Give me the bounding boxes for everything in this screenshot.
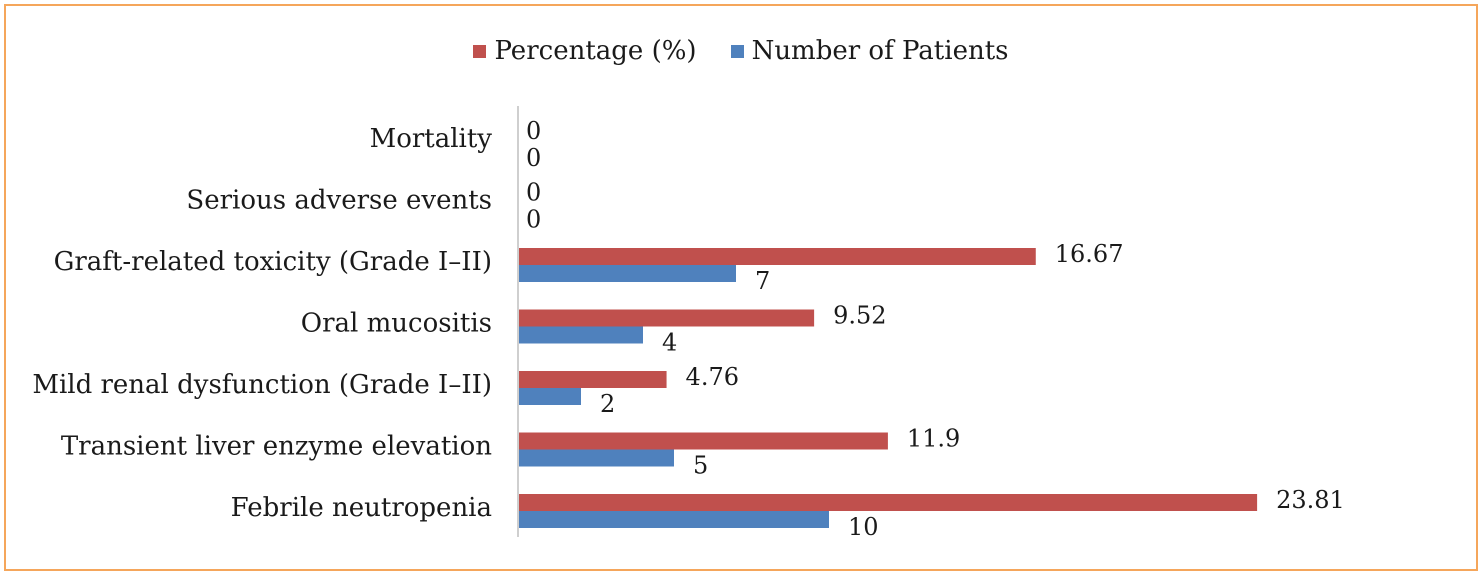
legend-label-patients: Number of Patients (751, 36, 1009, 66)
data-label-percentage-febrile-neutropenia: 23.81 (1276, 486, 1345, 514)
bar-percentage-transient-liver-enzyme-elevation (519, 432, 888, 450)
data-label-patients-transient-liver-enzyme-elevation: 5 (693, 452, 708, 480)
data-label-patients-mild-renal-dysfunction-grade-i-ii: 2 (600, 390, 615, 418)
bar-percentage-mild-renal-dysfunction-grade-i-ii (519, 371, 667, 388)
data-label-percentage-graft-related-toxicity-grade-i-ii: 16.67 (1055, 240, 1124, 268)
data-label-percentage-mortality: 0 (526, 117, 541, 145)
category-label-transient-liver-enzyme-elevation: Transient liver enzyme elevation (61, 432, 492, 462)
category-label-mild-renal-dysfunction-grade-i-ii: Mild renal dysfunction (Grade I–II) (32, 370, 492, 400)
data-label-percentage-transient-liver-enzyme-elevation: 11.9 (907, 425, 960, 453)
bar-patients-transient-liver-enzyme-elevation (519, 449, 674, 467)
legend-swatch-patients (730, 44, 744, 58)
category-label-mortality: Mortality (370, 124, 493, 154)
legend-swatch-percentage (473, 44, 487, 58)
category-label-serious-adverse-events: Serious adverse events (186, 186, 492, 216)
legend-item-patients: Number of Patients (730, 36, 1009, 66)
bar-patients-oral-mucositis (519, 326, 643, 344)
legend-item-percentage: Percentage (%) (473, 36, 697, 66)
data-label-percentage-mild-renal-dysfunction-grade-i-ii: 4.76 (686, 363, 739, 391)
legend-label-percentage: Percentage (%) (494, 36, 697, 66)
data-label-patients-mortality: 0 (526, 144, 541, 172)
data-label-percentage-serious-adverse-events: 0 (526, 179, 541, 207)
data-label-patients-serious-adverse-events: 0 (526, 206, 541, 234)
data-label-percentage-oral-mucositis: 9.52 (833, 302, 886, 330)
category-label-febrile-neutropenia: Febrile neutropenia (231, 493, 492, 523)
bar-percentage-graft-related-toxicity-grade-i-ii (519, 248, 1036, 265)
category-label-graft-related-toxicity-grade-i-ii: Graft-related toxicity (Grade I–II) (54, 247, 492, 277)
bar-percentage-febrile-neutropenia (519, 494, 1258, 511)
category-label-oral-mucositis: Oral mucositis (301, 309, 492, 339)
data-label-patients-graft-related-toxicity-grade-i-ii: 7 (755, 267, 770, 295)
bar-patients-graft-related-toxicity-grade-i-ii (519, 265, 736, 282)
data-label-patients-febrile-neutropenia: 10 (848, 513, 879, 541)
chart-legend: Percentage (%) Number of Patients (6, 36, 1476, 66)
bar-percentage-oral-mucositis (519, 309, 815, 327)
bar-patients-mild-renal-dysfunction-grade-i-ii (519, 388, 581, 405)
data-label-patients-oral-mucositis: 4 (662, 329, 677, 357)
bar-patients-febrile-neutropenia (519, 511, 829, 528)
chart-frame: Percentage (%) Number of Patients (4, 4, 1478, 571)
